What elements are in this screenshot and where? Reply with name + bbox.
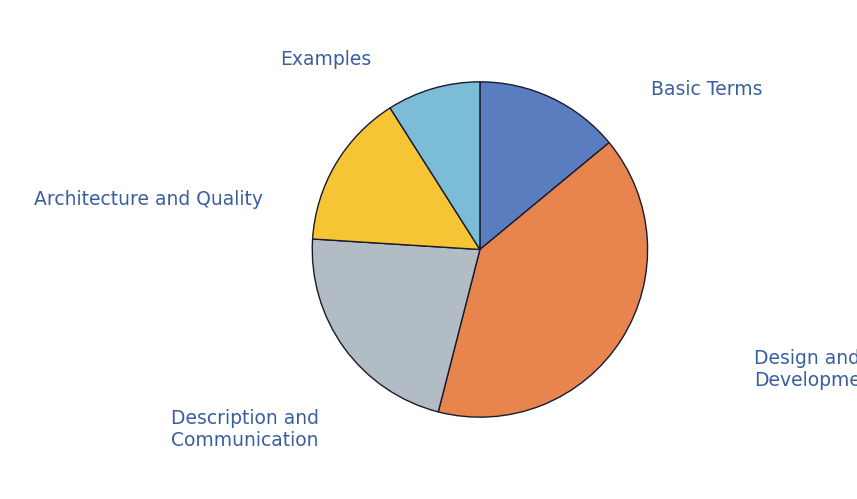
- Wedge shape: [312, 239, 480, 412]
- Wedge shape: [390, 82, 480, 250]
- Wedge shape: [313, 108, 480, 250]
- Wedge shape: [480, 82, 609, 250]
- Wedge shape: [438, 143, 648, 417]
- Text: Design and
Development: Design and Development: [754, 349, 857, 390]
- Text: Basic Terms: Basic Terms: [651, 80, 763, 99]
- Text: Architecture and Quality: Architecture and Quality: [34, 190, 263, 209]
- Text: Description and
Communication: Description and Communication: [171, 409, 320, 450]
- Text: Examples: Examples: [280, 50, 371, 69]
